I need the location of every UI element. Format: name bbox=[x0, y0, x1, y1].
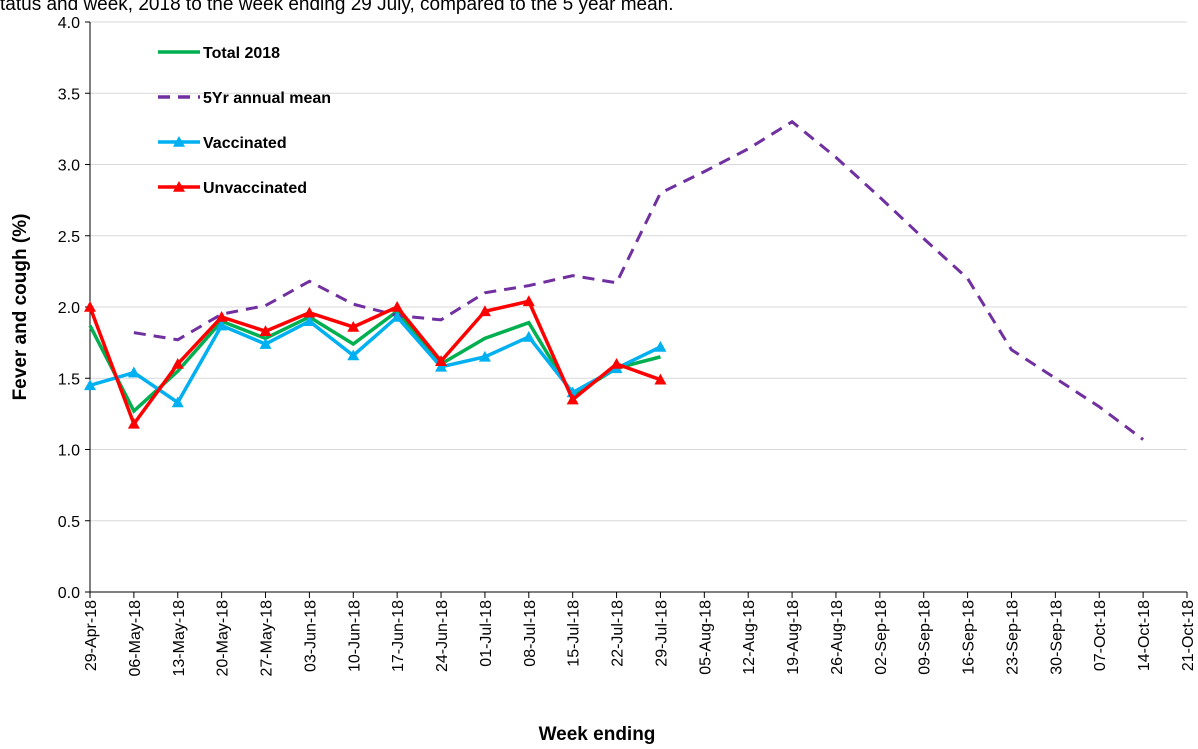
series-line bbox=[133, 119, 1145, 441]
series-line bbox=[88, 299, 662, 428]
marker bbox=[303, 315, 316, 327]
legend-marker bbox=[173, 181, 185, 192]
marker bbox=[566, 393, 579, 405]
marker bbox=[435, 355, 448, 366]
legend-marker bbox=[173, 136, 185, 147]
x-tick-label: 06-May-18 bbox=[127, 600, 144, 677]
x-tick-label: 21-Oct-18 bbox=[1180, 600, 1197, 671]
x-tick-label: 07-Oct-18 bbox=[1092, 600, 1109, 671]
x-tick-label: 23-Sep-18 bbox=[1004, 600, 1021, 675]
legend-label: Unvaccinated bbox=[203, 180, 307, 197]
x-tick-label: 12-Aug-18 bbox=[741, 600, 758, 675]
marker bbox=[127, 417, 140, 429]
x-tick-label: 05-Aug-18 bbox=[697, 600, 714, 675]
marker bbox=[654, 373, 667, 385]
y-tick-label: 4.0 bbox=[58, 15, 80, 32]
marker bbox=[303, 306, 316, 318]
y-tick-label: 3.5 bbox=[58, 86, 80, 103]
marker bbox=[127, 366, 140, 378]
x-tick-label: 29-Jul-18 bbox=[653, 600, 670, 667]
marker bbox=[391, 301, 404, 312]
marker bbox=[478, 305, 491, 317]
y-tick-label: 1.0 bbox=[58, 443, 80, 460]
x-tick-label: 01-Jul-18 bbox=[478, 600, 495, 667]
legend-label: Vaccinated bbox=[203, 135, 287, 152]
marker bbox=[347, 349, 360, 361]
y-tick-label: 3.0 bbox=[58, 158, 80, 175]
x-tick-label: 27-May-18 bbox=[259, 600, 276, 677]
x-tick-label: 03-Jun-18 bbox=[302, 600, 319, 672]
y-tick-label: 0.5 bbox=[58, 514, 80, 531]
x-tick-label: 30-Sep-18 bbox=[1048, 600, 1065, 675]
y-axis-label: Fever and cough (%) bbox=[10, 214, 31, 401]
marker bbox=[259, 338, 272, 349]
x-tick-label: 29-Apr-18 bbox=[83, 600, 100, 671]
y-tick-label: 0.0 bbox=[58, 585, 80, 602]
x-tick-label: 14-Oct-18 bbox=[1136, 600, 1153, 671]
marker bbox=[215, 310, 228, 322]
x-tick-label: 10-Jun-18 bbox=[346, 600, 363, 672]
marker bbox=[215, 319, 228, 331]
marker bbox=[435, 360, 448, 372]
x-axis-label: Week ending bbox=[539, 724, 656, 745]
x-tick-label: 17-Jun-18 bbox=[390, 600, 407, 672]
marker bbox=[259, 325, 272, 337]
x-tick-label: 02-Sep-18 bbox=[873, 600, 890, 675]
x-tick-label: 24-Jun-18 bbox=[434, 600, 451, 672]
marker bbox=[84, 301, 96, 312]
y-tick-label: 1.5 bbox=[58, 371, 80, 388]
x-tick-label: 20-May-18 bbox=[215, 600, 232, 677]
x-tick-label: 19-Aug-18 bbox=[785, 600, 802, 675]
marker bbox=[610, 358, 623, 369]
x-tick-label: 16-Sep-18 bbox=[961, 600, 978, 675]
x-tick-label: 13-May-18 bbox=[171, 600, 188, 677]
marker bbox=[391, 310, 404, 322]
marker bbox=[171, 396, 184, 408]
x-tick-label: 08-Jul-18 bbox=[522, 600, 539, 667]
marker bbox=[478, 350, 491, 362]
x-tick-label: 09-Sep-18 bbox=[917, 600, 934, 675]
marker bbox=[347, 320, 360, 332]
marker bbox=[522, 295, 535, 307]
x-tick-label: 15-Jul-18 bbox=[566, 600, 583, 667]
x-tick-label: 22-Jul-18 bbox=[610, 600, 627, 667]
y-tick-label: 2.5 bbox=[58, 229, 80, 246]
marker bbox=[171, 358, 184, 369]
marker bbox=[654, 340, 667, 352]
x-tick-label: 26-Aug-18 bbox=[829, 600, 846, 675]
marker bbox=[522, 330, 535, 342]
legend-label: Total 2018 bbox=[203, 45, 280, 62]
marker bbox=[84, 379, 96, 391]
chart-title: tatus and week, 2018 to the week ending … bbox=[0, 0, 674, 15]
legend-label: 5Yr annual mean bbox=[203, 90, 331, 107]
y-tick-label: 2.0 bbox=[58, 300, 80, 317]
